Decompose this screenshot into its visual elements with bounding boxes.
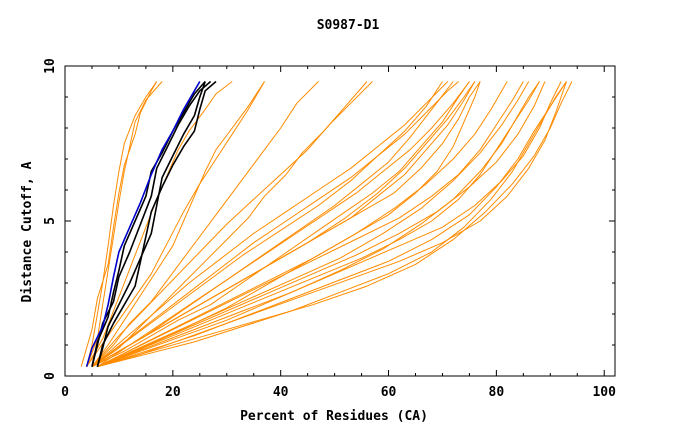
y-axis-label: Distance Cutoff, A <box>20 161 35 302</box>
x-axis-label: Percent of Residues (CA) <box>240 409 428 424</box>
series-line-orange <box>97 81 540 368</box>
series-line-orange <box>97 81 540 368</box>
series-line-orange <box>91 81 319 368</box>
series-line-orange <box>97 81 567 368</box>
series-line-orange <box>91 81 443 368</box>
tick-layer: 0 20 40 60 80 100 0 5 10 <box>43 58 616 400</box>
y-tick-label: 5 <box>43 217 58 225</box>
series-line-blue <box>85 81 201 367</box>
series-line-orange <box>97 81 573 368</box>
series-line-orange <box>91 81 265 367</box>
series-line-orange <box>97 81 470 368</box>
chart-title: S0987-D1 <box>317 18 380 33</box>
x-tick-label: 40 <box>273 385 289 400</box>
series-line-black <box>91 80 206 367</box>
series-line-orange <box>91 81 476 368</box>
series-line-black <box>96 80 217 367</box>
series-line-orange <box>97 81 524 368</box>
series-line-orange <box>91 81 470 368</box>
series-line-orange <box>97 81 567 368</box>
series-line-orange <box>86 81 233 367</box>
x-tick-label: 80 <box>489 385 505 400</box>
series-line-orange <box>97 81 481 368</box>
series-line-orange <box>97 81 508 368</box>
series-line-black <box>96 81 206 367</box>
series-line-orange <box>86 81 265 367</box>
y-tick-label: 10 <box>43 58 58 74</box>
y-tick-label: 0 <box>43 372 58 380</box>
series-line-orange <box>97 81 562 368</box>
series-line-orange <box>91 81 454 368</box>
x-tick-label: 20 <box>165 385 181 400</box>
x-tick-label: 0 <box>61 385 69 400</box>
series-line-orange <box>97 81 546 368</box>
x-tick-label: 60 <box>381 385 397 400</box>
series-layer <box>80 80 573 368</box>
series-line-orange <box>91 81 449 368</box>
series-line-orange <box>91 81 459 368</box>
series-line-orange <box>86 81 158 367</box>
x-tick-label: 100 <box>592 385 616 400</box>
series-line-orange <box>97 81 530 368</box>
series-line-orange <box>97 81 567 368</box>
series-line-orange <box>86 81 163 367</box>
series-line-orange <box>91 81 373 368</box>
series-line-orange <box>80 81 158 367</box>
